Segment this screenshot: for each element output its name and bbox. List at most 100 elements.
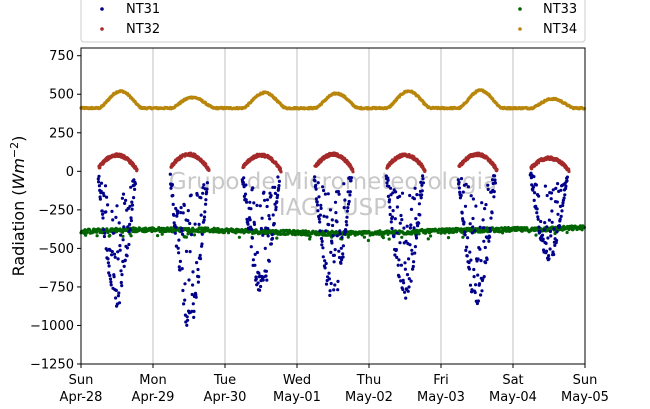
nt31-point [535, 207, 539, 211]
nt31-point [348, 190, 352, 194]
nt31-point [128, 227, 132, 231]
nt31-point [106, 257, 110, 261]
nt31-point [531, 188, 535, 192]
nt31-point [334, 211, 338, 215]
nt31-point [123, 258, 127, 262]
nt31-point [324, 282, 329, 286]
nt31-point [200, 232, 204, 236]
x-tick-label-day: Sun [573, 373, 598, 388]
nt31-point [549, 234, 553, 238]
nt31-point [407, 285, 411, 289]
nt31-point [169, 186, 173, 190]
nt31-point [174, 206, 178, 211]
nt31-point [116, 257, 120, 261]
nt31-point [398, 241, 402, 245]
nt31-point [338, 232, 342, 236]
nt31-point [246, 222, 250, 226]
nt31-point [188, 250, 192, 254]
nt33-point [400, 235, 404, 239]
nt31-point [258, 288, 262, 292]
legend-marker [518, 7, 522, 11]
nt33-point [120, 230, 125, 234]
nt31-point [483, 245, 487, 250]
y-axis: −1250 −1000 −750 −500 −250 0 250 500 750 [30, 49, 81, 373]
nt31-point [263, 246, 267, 250]
nt31-point [336, 288, 340, 292]
nt31-point [493, 178, 497, 182]
nt31-point [127, 242, 131, 247]
nt31-point [190, 292, 194, 297]
nt31-point [420, 183, 424, 187]
nt31-point [248, 218, 252, 222]
nt31-point [322, 214, 326, 218]
nt32-point [351, 170, 355, 174]
nt31-point [534, 183, 539, 187]
nt31-point [328, 293, 332, 297]
nt31-point [480, 201, 484, 205]
nt31-point [335, 220, 339, 224]
nt31-point [408, 193, 412, 198]
nt31-point [316, 209, 320, 213]
nt33-point [226, 231, 231, 235]
nt31-point [457, 180, 461, 184]
nt31-point [133, 187, 137, 191]
nt31-point [122, 264, 126, 268]
nt31-point [542, 228, 546, 232]
nt31-point [420, 189, 424, 193]
nt31-point [413, 245, 417, 249]
nt31-point [186, 209, 190, 213]
nt31-point [545, 225, 549, 229]
nt31-point [565, 179, 569, 183]
nt31-point [533, 191, 537, 195]
nt31-point [114, 296, 118, 300]
nt31-point [550, 220, 554, 224]
nt31-point [403, 290, 407, 294]
nt31-point [532, 175, 536, 179]
nt31-point [327, 223, 331, 227]
nt31-point [129, 185, 133, 189]
nt31-point [473, 290, 477, 295]
nt33-point [381, 236, 385, 240]
y-tick-label: −1000 [30, 319, 74, 334]
nt31-point [409, 279, 413, 283]
nt31-point [132, 196, 136, 200]
nt31-point [554, 186, 558, 190]
nt33-point [129, 234, 133, 238]
nt31-point [560, 209, 564, 213]
nt31-point [414, 217, 418, 221]
nt31-point [194, 293, 198, 297]
nt31-point [174, 225, 178, 229]
nt31-point [561, 203, 565, 208]
nt33-point [446, 236, 451, 240]
nt31-point [394, 248, 398, 252]
nt31-point [484, 261, 488, 265]
x-tick-label-date: May-05 [561, 390, 609, 405]
nt31-point [333, 200, 338, 204]
nt31-point [561, 201, 565, 205]
nt31-point [339, 246, 343, 250]
nt31-point [195, 193, 199, 197]
nt31-point [276, 175, 280, 179]
x-tick-label-day: Thu [356, 373, 381, 388]
nt31-point [192, 309, 196, 313]
nt31-point [413, 186, 417, 190]
nt31-point [338, 229, 342, 233]
nt31-point [112, 275, 116, 279]
nt31-point [555, 200, 559, 204]
nt31-point [269, 194, 273, 198]
nt31-point [314, 197, 318, 201]
nt31-point [556, 182, 560, 186]
nt31-point [108, 273, 112, 278]
nt31-point [264, 269, 268, 273]
nt31-point [407, 277, 411, 281]
nt31-point [173, 231, 177, 235]
nt31-point [130, 203, 135, 207]
nt31-point [387, 198, 392, 202]
x-tick-label-date: Apr-29 [132, 390, 175, 405]
nt34-point [582, 107, 587, 111]
nt31-point [199, 196, 203, 200]
nt31-point [128, 222, 132, 226]
nt31-point [186, 219, 190, 223]
x-tick-label-date: Apr-28 [60, 390, 103, 405]
nt31-point [120, 196, 124, 200]
